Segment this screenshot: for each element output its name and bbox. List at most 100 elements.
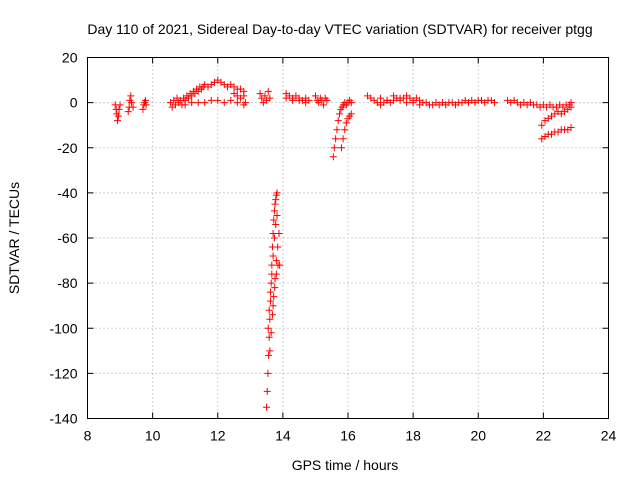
data-point: [129, 103, 137, 111]
x-tick-label: 12: [210, 428, 226, 444]
data-point: [233, 99, 241, 107]
x-tick-labels: 8 10 12 14 16 18 20 22 24: [84, 428, 617, 444]
x-tick-label: 18: [405, 428, 421, 444]
data-point: [271, 275, 279, 283]
data-point: [295, 96, 303, 104]
data-point: [396, 94, 404, 102]
data-point: [141, 96, 149, 104]
data-point: [403, 99, 411, 107]
data-point: [268, 261, 276, 269]
data-point: [416, 101, 424, 109]
data-point: [270, 207, 278, 215]
chart-title: Day 110 of 2021, Sidereal Day-to-day VTE…: [87, 21, 592, 37]
y-tick-label: -80: [57, 275, 77, 291]
y-tick-label: 20: [62, 50, 78, 66]
data-point: [240, 92, 248, 100]
data-point: [265, 351, 273, 359]
y-tick-label: 0: [70, 95, 78, 111]
data-point: [329, 153, 337, 161]
data-point: [266, 347, 274, 355]
data-point: [271, 284, 279, 292]
data-point: [124, 108, 132, 116]
data-point: [113, 117, 121, 125]
data-point: [263, 403, 271, 411]
data-point: [341, 126, 349, 134]
data-point: [264, 87, 272, 95]
data-point: [267, 288, 275, 296]
data-point: [270, 216, 278, 224]
data-point: [266, 315, 274, 323]
x-tick-label: 14: [275, 428, 291, 444]
y-axis-label: SDTVAR / TECUs: [6, 182, 22, 294]
data-point: [264, 324, 272, 332]
y-tick-label: -140: [49, 411, 77, 427]
y-tick-label: -100: [49, 320, 77, 336]
data-point: [323, 96, 331, 104]
data-point: [491, 99, 499, 107]
data-point: [333, 126, 341, 134]
data-point: [383, 96, 391, 104]
data-point: [261, 92, 269, 100]
data-point: [256, 90, 264, 98]
data-point: [332, 135, 340, 143]
data-point: [116, 101, 124, 109]
data-point: [201, 99, 209, 107]
data-point: [282, 94, 290, 102]
data-point: [567, 103, 575, 111]
data-point: [276, 261, 284, 269]
data-point: [214, 96, 222, 104]
data-point: [268, 311, 276, 319]
data-point: [264, 369, 272, 377]
data-point: [538, 121, 546, 129]
data-point: [188, 99, 196, 107]
y-tick-label: -20: [57, 140, 77, 156]
x-tick-label: 20: [470, 428, 486, 444]
data-point: [266, 94, 274, 102]
x-tick-label: 24: [601, 428, 617, 444]
y-tick-label: -60: [57, 230, 77, 246]
data-point: [269, 252, 277, 260]
data-point: [274, 243, 282, 251]
data-point: [272, 196, 280, 204]
data-point: [263, 387, 271, 395]
data-point: [409, 99, 417, 107]
data-point: [275, 229, 283, 237]
data-point: [142, 101, 150, 109]
data-points: [111, 76, 575, 411]
x-tick-label: 10: [145, 428, 161, 444]
data-point: [265, 306, 273, 314]
data-point: [336, 110, 344, 118]
data-point: [273, 211, 281, 219]
data-point: [115, 105, 123, 113]
data-point: [271, 200, 279, 208]
data-point: [311, 92, 319, 100]
data-point: [272, 220, 280, 228]
data-point: [267, 297, 275, 305]
data-point: [139, 105, 147, 113]
data-point: [207, 96, 215, 104]
data-point: [273, 189, 281, 197]
x-axis-label: GPS time / hours: [292, 457, 399, 473]
y-tick-label: -40: [57, 185, 77, 201]
data-point: [181, 101, 189, 109]
data-point: [330, 144, 338, 152]
data-point: [220, 99, 228, 107]
data-point: [272, 257, 280, 265]
y-tick-label: -120: [49, 365, 77, 381]
plot-frame: [87, 57, 609, 419]
data-point: [334, 117, 342, 125]
grid: [87, 57, 609, 419]
data-point: [269, 229, 277, 237]
data-point: [265, 333, 273, 341]
data-point: [127, 92, 135, 100]
data-point: [270, 234, 278, 242]
data-point: [127, 99, 135, 107]
data-point: [347, 99, 355, 107]
data-point: [377, 94, 385, 102]
data-point: [270, 293, 278, 301]
x-tick-label: 22: [536, 428, 552, 444]
y-tick-labels: 20 0 -20 -40 -60 -80 -100 -120 -140: [49, 50, 77, 427]
data-point: [267, 329, 275, 337]
data-point: [347, 110, 355, 118]
